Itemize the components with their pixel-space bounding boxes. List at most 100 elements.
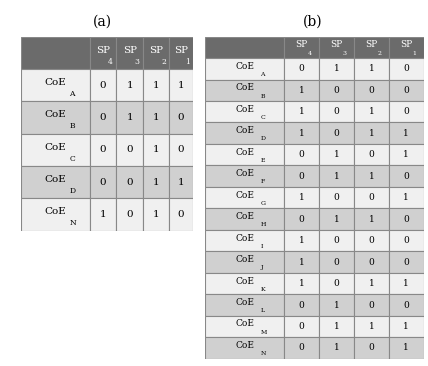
Bar: [389, 187, 424, 208]
Text: 0: 0: [178, 210, 184, 219]
Text: 1: 1: [369, 64, 374, 73]
Text: 0: 0: [333, 193, 339, 202]
Bar: [143, 166, 169, 198]
Bar: [169, 198, 193, 231]
Bar: [116, 69, 143, 101]
Bar: [354, 208, 389, 230]
Bar: [205, 101, 284, 123]
Text: 1: 1: [403, 150, 409, 159]
Bar: [354, 187, 389, 208]
Bar: [319, 251, 354, 273]
Bar: [319, 273, 354, 294]
Bar: [389, 230, 424, 251]
Text: CoE: CoE: [235, 191, 254, 199]
Text: 1: 1: [185, 57, 190, 66]
Bar: [21, 101, 90, 134]
Bar: [143, 134, 169, 166]
Text: 1: 1: [178, 178, 184, 187]
Text: SP: SP: [123, 46, 137, 55]
Bar: [389, 58, 424, 79]
Text: 0: 0: [178, 145, 184, 154]
Text: 1: 1: [369, 107, 374, 116]
Text: SP: SP: [330, 40, 342, 49]
Bar: [389, 144, 424, 165]
Bar: [205, 316, 284, 337]
Text: A: A: [69, 90, 75, 98]
Text: 1: 1: [403, 322, 409, 331]
Text: SP: SP: [96, 46, 110, 55]
Bar: [169, 69, 193, 101]
Bar: [319, 316, 354, 337]
Text: 1: 1: [403, 129, 409, 138]
Bar: [319, 294, 354, 316]
Text: 1: 1: [100, 210, 107, 219]
Text: (a): (a): [93, 15, 112, 29]
Text: 0: 0: [299, 322, 304, 331]
Bar: [205, 273, 284, 294]
Text: A: A: [261, 72, 265, 77]
Text: 1: 1: [333, 300, 339, 310]
Text: 1: 1: [299, 129, 304, 138]
Text: 0: 0: [369, 300, 374, 310]
Text: 0: 0: [403, 107, 409, 116]
Bar: [389, 316, 424, 337]
Text: CoE: CoE: [235, 126, 254, 135]
Text: 0: 0: [333, 107, 339, 116]
Text: 0: 0: [333, 236, 339, 245]
Bar: [205, 165, 284, 187]
Text: 1: 1: [153, 81, 160, 90]
Bar: [354, 316, 389, 337]
Bar: [354, 251, 389, 273]
Bar: [354, 79, 389, 101]
Bar: [284, 230, 319, 251]
Text: B: B: [261, 93, 265, 98]
Text: 1: 1: [403, 279, 409, 288]
Text: 1: 1: [333, 64, 339, 73]
Text: CoE: CoE: [235, 298, 254, 307]
Text: 1: 1: [153, 145, 160, 154]
Bar: [205, 230, 284, 251]
Bar: [21, 198, 90, 231]
Bar: [354, 230, 389, 251]
Text: J: J: [261, 265, 263, 270]
Text: CoE: CoE: [235, 341, 254, 350]
Text: CoE: CoE: [235, 62, 254, 71]
Text: SP: SP: [295, 40, 308, 49]
Text: 0: 0: [403, 300, 409, 310]
Bar: [205, 123, 284, 144]
Text: CoE: CoE: [235, 277, 254, 285]
Bar: [284, 337, 319, 359]
Text: 0: 0: [126, 178, 133, 187]
Bar: [205, 208, 284, 230]
Bar: [90, 69, 116, 101]
Bar: [354, 58, 389, 79]
Text: 1: 1: [299, 258, 304, 266]
Text: CoE: CoE: [45, 111, 66, 119]
Bar: [284, 165, 319, 187]
Text: CoE: CoE: [235, 212, 254, 221]
Bar: [143, 198, 169, 231]
Bar: [284, 79, 319, 101]
Bar: [389, 294, 424, 316]
Bar: [205, 37, 284, 58]
Text: G: G: [261, 201, 265, 206]
Text: 1: 1: [403, 343, 409, 352]
Text: 1: 1: [333, 343, 339, 352]
Text: 0: 0: [333, 129, 339, 138]
Text: 1: 1: [299, 86, 304, 95]
Text: 0: 0: [100, 113, 107, 122]
Bar: [389, 251, 424, 273]
Text: I: I: [261, 244, 263, 249]
Text: 1: 1: [126, 113, 133, 122]
Text: C: C: [69, 154, 75, 163]
Bar: [116, 166, 143, 198]
Text: SP: SP: [149, 46, 163, 55]
Bar: [90, 37, 116, 69]
Text: 1: 1: [153, 113, 160, 122]
Text: 0: 0: [333, 258, 339, 266]
Bar: [90, 101, 116, 134]
Text: 1: 1: [369, 322, 374, 331]
Text: 1: 1: [333, 150, 339, 159]
Bar: [205, 79, 284, 101]
Bar: [319, 123, 354, 144]
